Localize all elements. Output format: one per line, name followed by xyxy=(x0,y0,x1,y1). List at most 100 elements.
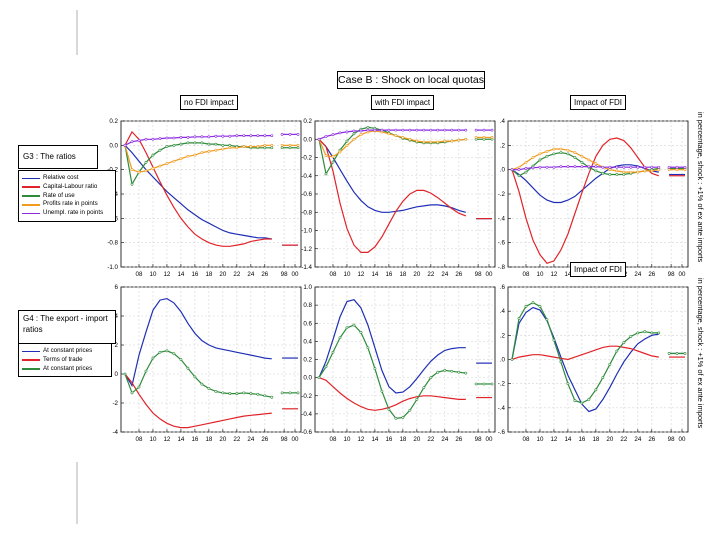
x-tick-label: 00 xyxy=(292,436,299,443)
x-tick-label: 18 xyxy=(399,271,406,278)
data-point xyxy=(629,335,633,338)
data-point xyxy=(510,168,514,172)
data-point xyxy=(331,350,335,354)
tail-point xyxy=(474,128,478,132)
data-point xyxy=(324,172,328,176)
data-point xyxy=(324,365,328,369)
tail-point xyxy=(288,146,292,150)
data-point xyxy=(256,145,260,148)
chart-g4-impact-fdi: .6 .4 .2 .0 -.2 -.4 -.6 08 10 12 14 16 18 20 22 24 26 98 0… xyxy=(498,284,689,443)
series-line xyxy=(318,130,466,158)
data-point xyxy=(151,167,155,170)
data-point xyxy=(566,148,570,152)
data-point xyxy=(545,165,549,169)
data-point xyxy=(352,129,356,133)
data-point xyxy=(207,135,211,139)
tail-point xyxy=(288,143,292,147)
legend-label: Unempl. rate in points xyxy=(43,209,104,217)
data-point xyxy=(359,330,363,334)
data-point xyxy=(615,169,619,173)
legend-item: Capital-Labour ratio xyxy=(22,183,112,192)
data-point xyxy=(622,341,626,344)
data-point xyxy=(158,148,162,152)
legend-g4: At constant prices Terms of trade At con… xyxy=(18,343,112,378)
y-tick-label: 0.6 xyxy=(303,320,312,327)
panel-title-with-fdi: with FDI impact xyxy=(371,95,435,110)
data-point xyxy=(464,137,468,141)
x-tick-label: 00 xyxy=(486,436,493,443)
data-point xyxy=(165,136,169,140)
x-tick-label: 12 xyxy=(357,436,364,443)
x-tick-label: 08 xyxy=(330,271,337,278)
x-tick-label: 24 xyxy=(441,436,448,443)
y-tick-label: 0.0 xyxy=(109,142,118,149)
y-tick-label: -.4 xyxy=(498,405,506,412)
data-point xyxy=(179,157,183,161)
y-tick-label: -.2 xyxy=(498,191,506,198)
data-point xyxy=(457,138,461,142)
data-point xyxy=(415,397,419,401)
data-point xyxy=(429,376,433,380)
data-point xyxy=(123,372,127,376)
x-tick-label: 98 xyxy=(281,271,288,278)
x-tick-label: 98 xyxy=(475,271,482,278)
x-tick-label: 14 xyxy=(177,271,184,278)
x-tick-label: 98 xyxy=(668,436,675,443)
data-point xyxy=(373,367,377,370)
tail-point xyxy=(667,165,671,169)
data-point xyxy=(650,331,654,335)
series-line xyxy=(318,377,466,411)
data-point xyxy=(615,349,619,353)
data-point xyxy=(422,386,426,389)
y-tick-label: 0.2 xyxy=(109,118,118,125)
data-point xyxy=(186,136,190,139)
data-point xyxy=(524,304,528,308)
x-tick-label: 14 xyxy=(371,271,378,278)
y-tick-label: -.2 xyxy=(498,381,506,388)
data-point xyxy=(408,408,412,412)
data-point xyxy=(629,165,633,169)
data-point xyxy=(242,391,246,395)
x-tick-label: 26 xyxy=(648,271,655,278)
data-point xyxy=(221,391,225,395)
data-point xyxy=(235,392,239,395)
tail-point xyxy=(675,168,679,172)
tail-point xyxy=(288,391,292,395)
data-point xyxy=(235,146,239,150)
y-tick-label: 0.2 xyxy=(303,118,312,125)
data-point xyxy=(559,165,563,169)
y-tick-label: 0 xyxy=(115,371,119,378)
series-line xyxy=(512,166,659,171)
data-point xyxy=(594,169,598,173)
data-point xyxy=(573,399,577,402)
data-point xyxy=(366,128,370,132)
plot-frame xyxy=(120,286,302,433)
y-tick-label: -.6 xyxy=(498,240,506,247)
data-point xyxy=(228,392,232,395)
data-point xyxy=(436,140,440,144)
data-point xyxy=(636,331,640,335)
tail-point xyxy=(296,146,300,150)
data-point xyxy=(130,140,134,144)
x-tick-label: 26 xyxy=(455,271,462,278)
data-point xyxy=(338,131,342,135)
panel-title-impact-fdi: Impact of FDI xyxy=(570,95,627,110)
data-point xyxy=(221,147,225,151)
data-point xyxy=(137,170,141,174)
x-tick-label: 22 xyxy=(233,271,240,278)
data-point xyxy=(408,137,412,141)
data-point xyxy=(580,165,584,169)
data-point xyxy=(608,168,612,172)
x-tick-label: 18 xyxy=(399,436,406,443)
x-tick-label: 12 xyxy=(550,271,557,278)
x-tick-label: 22 xyxy=(620,436,627,443)
y-tick-label: 0.0 xyxy=(303,375,312,382)
data-point xyxy=(352,323,356,327)
data-point xyxy=(221,143,225,147)
data-point xyxy=(193,135,197,139)
data-point xyxy=(151,137,155,141)
y-tick-label: -.6 xyxy=(498,429,506,436)
data-point xyxy=(144,137,148,141)
legend-label: Relative cost xyxy=(43,174,79,181)
